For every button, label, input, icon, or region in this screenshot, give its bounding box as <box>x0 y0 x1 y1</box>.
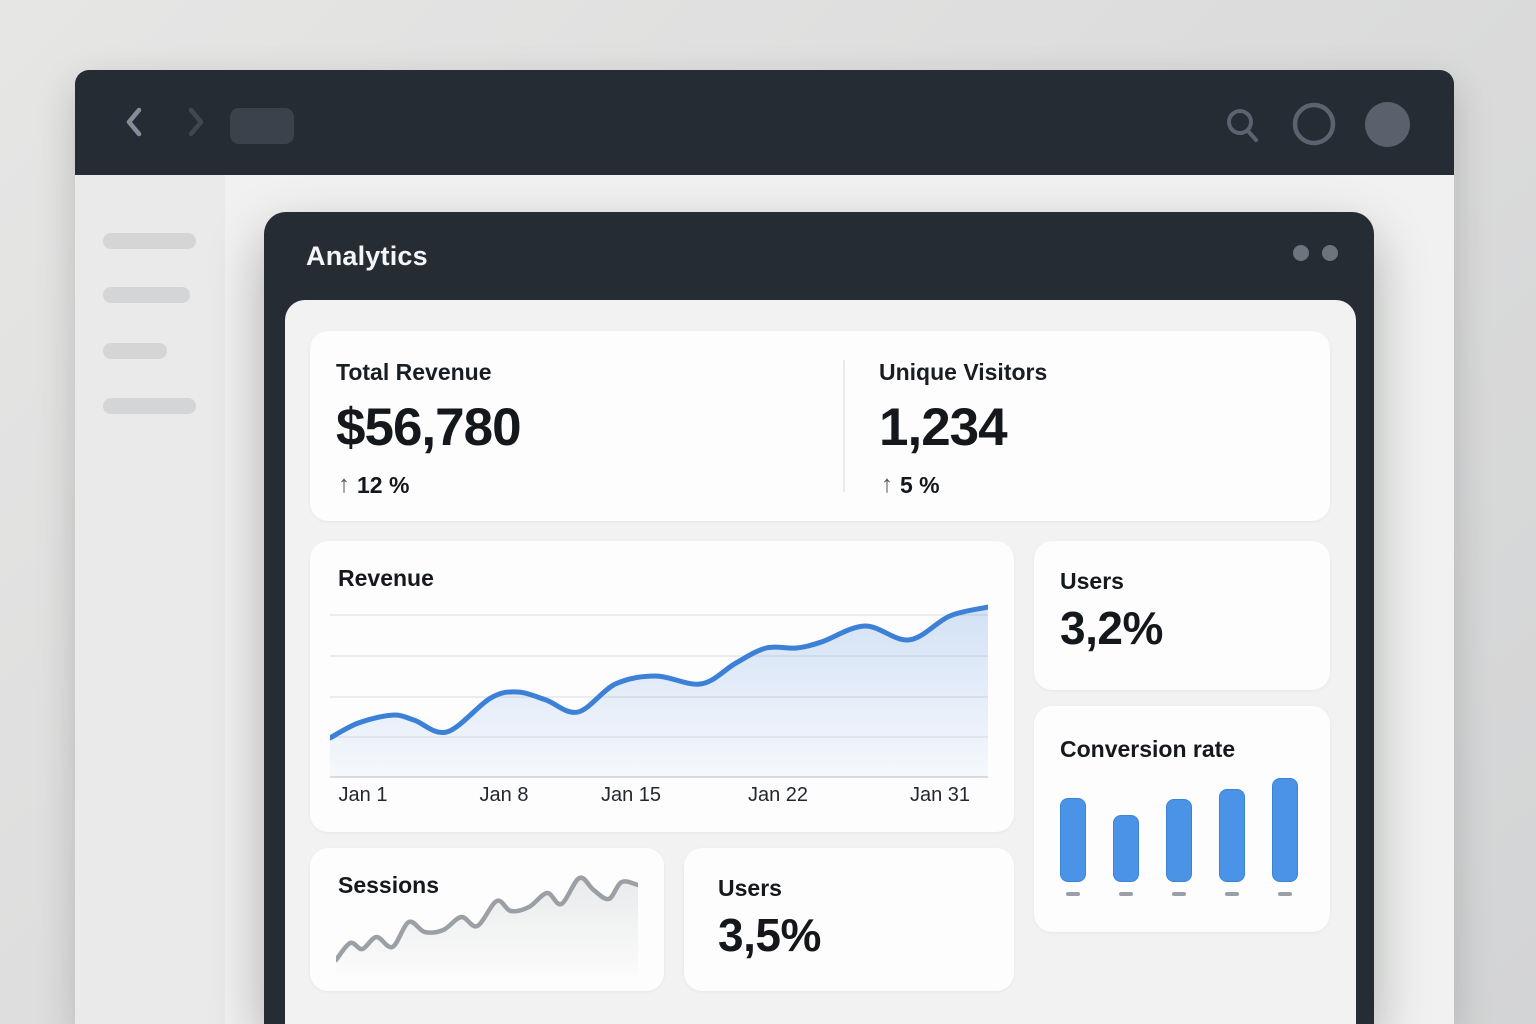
page-title: Analytics <box>306 241 428 271</box>
stat-label: Total Revenue <box>336 359 492 385</box>
stat-delta: ↑ 12 % <box>338 471 409 499</box>
dashboard-panel: Total Revenue $56,780 ↑ 12 % Unique Visi… <box>285 300 1356 1024</box>
x-axis-tick-label: Jan 1 <box>338 784 388 806</box>
sidebar <box>75 175 225 1024</box>
stat-delta: ↑ 5 % <box>881 471 940 499</box>
stat-delta-value: 5 % <box>900 471 940 498</box>
stat-value: 1,234 <box>879 398 1008 457</box>
revenue-chart-card: Revenue Jan 1 Jan 8 Jan 15 Jan 22 Jan 31 <box>310 541 1014 832</box>
status-circle-icon[interactable] <box>1291 101 1337 147</box>
x-axis-tick-label: Jan 15 <box>600 784 662 806</box>
bar-chart <box>1060 778 1298 882</box>
chevron-right-icon <box>188 107 204 137</box>
sidebar-item-placeholder[interactable] <box>103 398 196 414</box>
kpi-label: Users <box>718 875 782 901</box>
chevron-left-icon <box>126 107 142 137</box>
analytics-window: Analytics Total Revenue $56,780 ↑ 12 % U… <box>264 212 1374 1024</box>
tab-placeholder[interactable] <box>230 108 294 144</box>
chart-title: Conversion rate <box>1060 736 1236 762</box>
kpi-value: 3,5% <box>718 909 821 961</box>
search-icon[interactable] <box>1219 102 1267 150</box>
conversion-bar <box>1219 789 1245 882</box>
conversion-bar <box>1060 798 1086 882</box>
back-button[interactable] <box>111 98 159 146</box>
conversion-bar <box>1113 815 1139 882</box>
revenue-line-chart <box>330 604 988 778</box>
browser-toolbar <box>75 70 1454 175</box>
chart-area-fill <box>336 877 638 976</box>
bar-axis-dash <box>1066 892 1080 896</box>
bar-axis-dash <box>1172 892 1186 896</box>
sessions-chart-card: Sessions <box>310 848 664 991</box>
x-axis-tick-label: Jan 22 <box>747 784 809 806</box>
conversion-bar <box>1272 778 1298 882</box>
x-axis-labels: Jan 1 Jan 8 Jan 15 Jan 22 Jan 31 <box>330 784 988 812</box>
divider <box>843 360 845 492</box>
forward-button[interactable] <box>171 98 219 146</box>
sidebar-item-placeholder[interactable] <box>103 287 190 303</box>
window-control-dot[interactable] <box>1293 245 1309 261</box>
kpi-label: Users <box>1060 568 1124 594</box>
chart-line <box>330 604 988 741</box>
analytics-titlebar: Analytics <box>264 212 1374 300</box>
stats-summary-card: Total Revenue $56,780 ↑ 12 % Unique Visi… <box>310 331 1330 521</box>
arrow-up-icon: ↑ <box>881 471 893 498</box>
window-control-dot[interactable] <box>1322 245 1338 261</box>
sidebar-item-placeholder[interactable] <box>103 233 196 249</box>
chart-line <box>336 875 638 963</box>
avatar[interactable] <box>1365 102 1410 147</box>
sidebar-item-placeholder[interactable] <box>103 343 167 359</box>
chart-title: Revenue <box>338 565 434 591</box>
bar-axis-marks <box>1060 892 1298 896</box>
bar-axis-dash <box>1119 892 1133 896</box>
sessions-sparkline <box>336 875 638 976</box>
bar-axis-dash <box>1225 892 1239 896</box>
x-axis-tick-label: Jan 8 <box>479 784 529 806</box>
users-kpi-card: Users 3,5% <box>684 848 1014 991</box>
users-kpi-card: Users 3,2% <box>1034 541 1330 690</box>
x-axis-tick-label: Jan 31 <box>909 784 971 806</box>
chart-area-fill <box>330 607 988 777</box>
chart-title: Sessions <box>338 872 439 898</box>
arrow-up-icon: ↑ <box>338 471 350 498</box>
conversion-bar <box>1166 799 1192 882</box>
kpi-value: 3,2% <box>1060 602 1163 654</box>
conversion-rate-card: Conversion rate <box>1034 706 1330 932</box>
stat-label: Unique Visitors <box>879 359 1048 385</box>
stat-delta-value: 12 % <box>357 471 410 498</box>
bar-axis-dash <box>1278 892 1292 896</box>
stat-value: $56,780 <box>336 398 522 457</box>
